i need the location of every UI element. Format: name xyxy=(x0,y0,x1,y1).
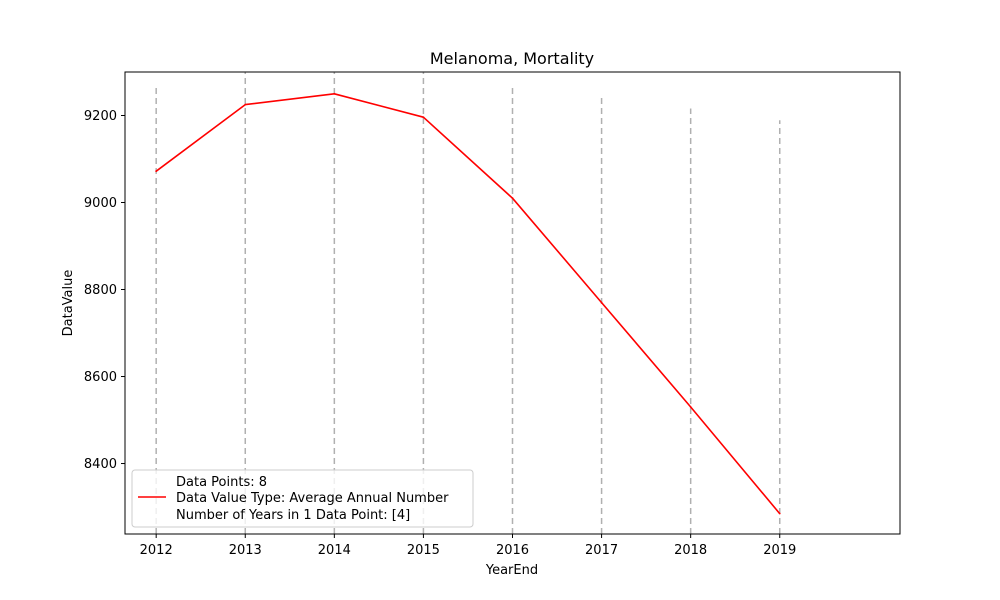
legend-line-2: Data Value Type: Average Annual Number xyxy=(176,491,449,506)
data-point-4 xyxy=(511,197,514,200)
x-axis-label: YearEnd xyxy=(485,563,538,578)
series-line-0 xyxy=(155,93,781,515)
y-tick-label-4: 9200 xyxy=(84,109,117,124)
vertical-dashed-lines xyxy=(155,72,781,534)
data-point-1 xyxy=(244,103,247,106)
data-point-3 xyxy=(422,116,425,119)
legend-box xyxy=(131,469,474,528)
x-tick-label-7: 2019 xyxy=(763,543,796,558)
x-tick-label-4: 2016 xyxy=(496,543,529,558)
x-tick-label-0: 2012 xyxy=(140,543,173,558)
x-tick-label-1: 2013 xyxy=(229,543,262,558)
x-tick-label-3: 2015 xyxy=(407,543,440,558)
x-axis-ticks: 2012 2013 2014 2015 2016 2017 2018 2019 xyxy=(140,534,796,558)
y-tick-label-0: 8400 xyxy=(84,457,117,472)
x-tick-label-2: 2014 xyxy=(318,543,351,558)
series-layer xyxy=(155,92,781,515)
y-axis-label: DataValue xyxy=(61,270,76,337)
y-tick-label-3: 9000 xyxy=(84,196,117,211)
data-point-5 xyxy=(600,301,603,304)
data-point-7 xyxy=(778,512,781,515)
x-tick-label-5: 2017 xyxy=(585,543,618,558)
legend-line-1: Data Points: 8 xyxy=(176,475,267,490)
legend-line-3: Number of Years in 1 Data Point: [4] xyxy=(176,508,410,523)
y-tick-label-2: 8800 xyxy=(84,283,117,298)
data-point-2 xyxy=(333,92,336,95)
y-tick-label-1: 8600 xyxy=(84,370,117,385)
legend: Data Points: 8 Data Value Type: Average … xyxy=(131,469,474,528)
x-tick-label-6: 2018 xyxy=(674,543,707,558)
y-axis-ticks: 8400 8600 8800 9000 9200 xyxy=(84,109,125,472)
data-point-0 xyxy=(155,170,158,173)
chart-title: Melanoma, Mortality xyxy=(430,49,594,68)
data-point-6 xyxy=(689,406,692,408)
